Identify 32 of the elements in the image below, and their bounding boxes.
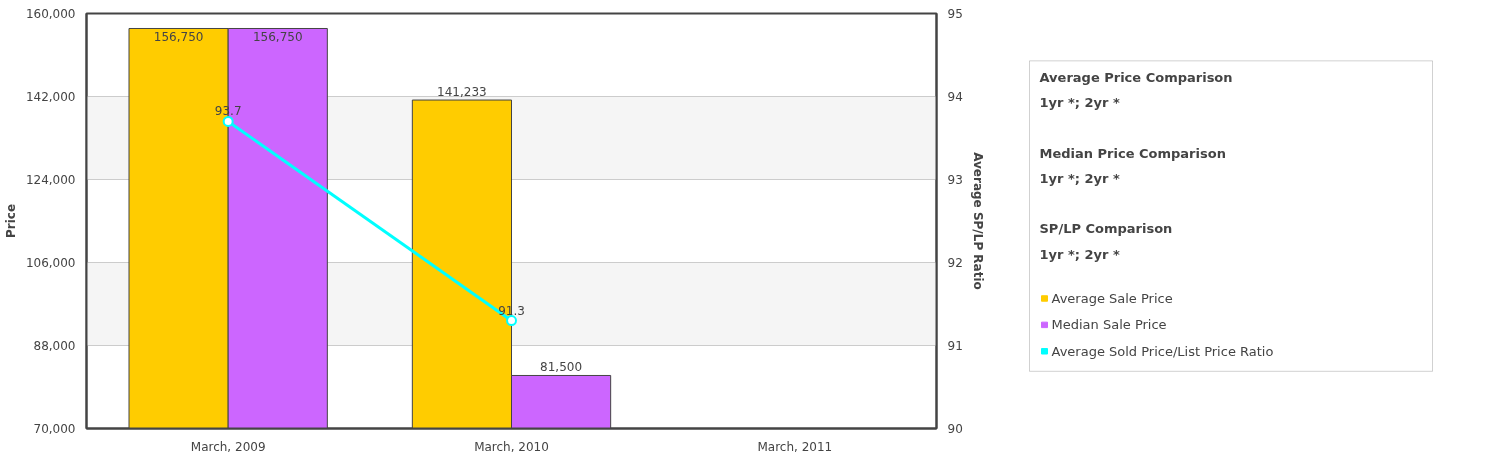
legend-label: Median Sale Price <box>1051 317 1167 333</box>
x-tick-label: March, 2009 <box>190 439 266 454</box>
y2-tick-label: 93 <box>947 173 963 187</box>
text: 1yr *; 2yr * <box>1039 171 1120 187</box>
text: Median Price Comparison <box>1039 145 1226 161</box>
y2-tick-label: 91 <box>947 339 963 353</box>
data-label: 156,750 <box>252 30 303 45</box>
y-tick-label: 160,000 <box>25 7 76 21</box>
y-axis-title: Price <box>3 203 18 239</box>
text: 1yr *; 2yr * <box>1039 95 1120 111</box>
data-label: 91.3 <box>498 303 525 318</box>
y-tick-label: 106,000 <box>25 256 76 270</box>
y2-tick-label: 92 <box>947 256 963 270</box>
data-label: 156,750 <box>153 30 204 45</box>
y2-tick-label: 94 <box>947 90 963 104</box>
data-label: 93.7 <box>214 104 242 119</box>
text: 1yr *; 2yr * <box>1039 246 1120 262</box>
y-tick-label: 70,000 <box>33 422 76 436</box>
y-tick-label: 142,000 <box>25 90 76 104</box>
data-label: 141,233 <box>437 85 487 100</box>
y-tick-label: 88,000 <box>33 339 76 353</box>
legend-label: Average Sale Price <box>1051 290 1173 306</box>
legend-label: Average Sold Price/List Price Ratio <box>1051 343 1274 359</box>
x-tick-label: March, 2010 <box>474 439 549 454</box>
y2-tick-label: 95 <box>947 7 963 21</box>
x-tick-label: March, 2011 <box>757 439 833 454</box>
y-tick-label: 124,000 <box>25 173 76 187</box>
data-label: 81,500 <box>540 360 583 375</box>
text: SP/LP Comparison <box>1039 221 1173 237</box>
y2-tick-label: 90 <box>947 422 963 436</box>
text: Average Price Comparison <box>1039 69 1233 85</box>
y2-axis-title: Average SP/LP Ratio <box>970 152 985 290</box>
